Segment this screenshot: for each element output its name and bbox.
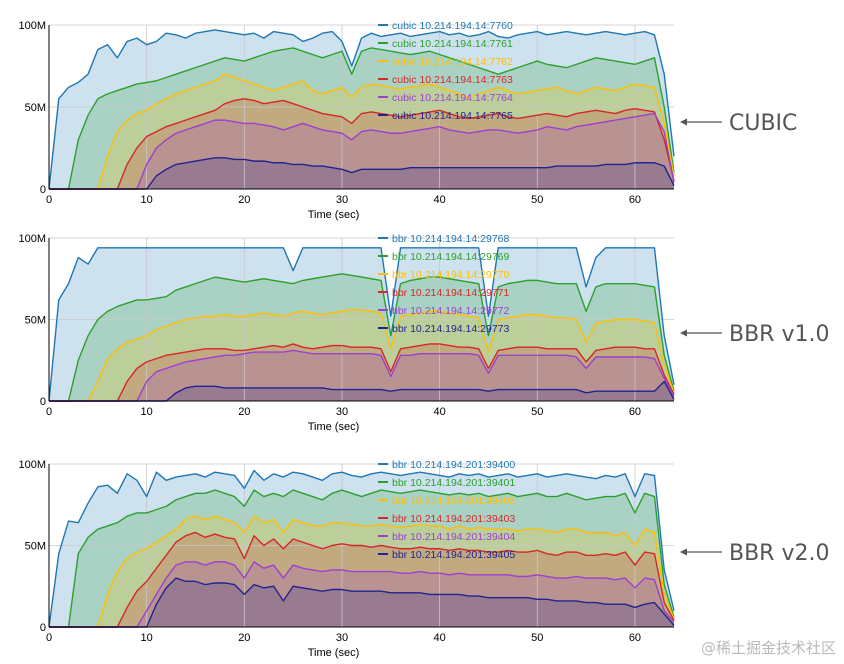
legend-entry-6: bbr 10.214.194.14:29773 <box>392 323 510 335</box>
series-line-4 <box>49 343 675 402</box>
x-tick-label: 60 <box>629 194 641 206</box>
legend-entry-2: bbr 10.214.194.14:29769 <box>392 251 510 263</box>
x-axis-label: Time (sec) <box>308 209 360 221</box>
x-tick-label: 0 <box>46 194 52 206</box>
x-tick-label: 50 <box>531 406 543 418</box>
x-tick-label: 60 <box>629 632 641 644</box>
series-line-2 <box>49 489 675 628</box>
series-line-4 <box>49 531 675 628</box>
annotation-arrowhead <box>680 329 687 337</box>
series-area-6 <box>49 157 674 189</box>
series-line-3 <box>49 515 675 628</box>
legend-entry-2: cubic 10.214.194.14:7761 <box>392 38 513 50</box>
series-area-1 <box>49 29 674 190</box>
x-tick-label: 10 <box>141 194 153 206</box>
series-line-1 <box>48 29 675 190</box>
series-area-1 <box>49 470 674 627</box>
legend-entry-2: bbr 10.214.194.201:39401 <box>392 477 515 489</box>
legend-entry-3: bbr 10.214.194.14:29770 <box>392 269 510 281</box>
y-tick-label: 0 <box>40 396 46 408</box>
x-tick-label: 30 <box>336 194 348 206</box>
x-tick-label: 40 <box>434 632 446 644</box>
annotation-label: BBR v1.0 <box>729 322 829 347</box>
series-area-3 <box>49 309 674 401</box>
y-tick-label: 0 <box>40 622 46 634</box>
annotation-label: CUBIC <box>729 111 797 136</box>
legend-entry-5: bbr 10.214.194.14:29772 <box>392 305 510 317</box>
x-tick-label: 10 <box>141 406 153 418</box>
legend-entry-1: bbr 10.214.194.14:29768 <box>392 233 510 245</box>
series-line-3 <box>49 309 675 402</box>
series-area-4 <box>49 532 674 627</box>
series-area-2 <box>49 490 674 627</box>
series-line-4 <box>49 98 675 190</box>
x-tick-label: 60 <box>629 406 641 418</box>
watermark-text: @稀土掘金技术社区 <box>700 639 836 657</box>
series-line-6 <box>49 157 675 190</box>
chart-panel-2: 0 10 20 30 40 50 60 0 50M 100M Time (sec) bbr 10.21… <box>18 233 829 433</box>
x-tick-label: 50 <box>531 194 543 206</box>
x-tick-label: 0 <box>46 406 52 418</box>
y-tick-label: 0 <box>40 184 46 196</box>
legend-entry-3: bbr 10.214.194.201:39402 <box>392 495 515 507</box>
annotation-arrowhead <box>680 118 687 126</box>
series-area-5 <box>49 561 674 627</box>
legend-entry-6: bbr 10.214.194.201:39405 <box>392 549 515 561</box>
legend-entry-5: bbr 10.214.194.201:39404 <box>392 531 515 543</box>
x-axis-label: Time (sec) <box>308 421 360 433</box>
series-line-1 <box>48 247 675 402</box>
legend-entry-5: cubic 10.214.194.14:7764 <box>392 92 513 104</box>
x-tick-label: 0 <box>46 632 52 644</box>
legend-entry-6: cubic 10.214.194.14:7765 <box>392 110 513 122</box>
annotation-label: BBR v2.0 <box>729 541 829 566</box>
legend-entry-4: bbr 10.214.194.201:39403 <box>392 513 515 525</box>
x-tick-label: 30 <box>336 632 348 644</box>
x-tick-label: 40 <box>434 406 446 418</box>
series-line-2 <box>49 47 675 190</box>
chart-panel-3: 0 10 20 30 40 50 60 0 50M 100M Time (sec) bbr 10.21… <box>18 459 829 659</box>
x-tick-label: 30 <box>336 406 348 418</box>
y-tick-label: 50M <box>25 102 46 114</box>
x-tick-label: 20 <box>238 406 250 418</box>
legend-entry-4: cubic 10.214.194.14:7763 <box>392 74 513 86</box>
chart-panel-1: 0 10 20 30 40 50 60 0 50M 100M Time (sec) cubic 10.… <box>18 20 797 221</box>
annotation-arrowhead <box>680 548 687 556</box>
x-tick-label: 20 <box>238 194 250 206</box>
x-tick-label: 50 <box>531 632 543 644</box>
legend-entry-3: cubic 10.214.194.14:7762 <box>392 56 513 68</box>
y-tick-label: 50M <box>25 315 46 327</box>
series-line-5 <box>49 561 675 628</box>
series-area-6 <box>49 578 674 627</box>
series-area-1 <box>49 247 674 401</box>
y-tick-label: 100M <box>18 459 46 471</box>
legend-entry-4: bbr 10.214.194.14:29771 <box>392 287 510 299</box>
x-axis-label: Time (sec) <box>308 647 360 659</box>
legend-entry-1: cubic 10.214.194.14:7760 <box>392 20 513 32</box>
y-tick-label: 100M <box>18 233 46 245</box>
legend-entry-1: bbr 10.214.194.201:39400 <box>392 459 515 471</box>
x-tick-label: 10 <box>141 632 153 644</box>
series-area-5 <box>49 113 674 189</box>
series-line-6 <box>49 577 675 628</box>
series-area-5 <box>49 350 674 401</box>
series-area-2 <box>49 273 674 401</box>
series-line-5 <box>49 349 675 402</box>
x-tick-label: 40 <box>434 194 446 206</box>
series-line-3 <box>49 73 675 190</box>
series-line-5 <box>49 112 675 190</box>
series-area-4 <box>49 98 674 189</box>
y-tick-label: 100M <box>18 20 46 32</box>
y-tick-label: 50M <box>25 541 46 553</box>
series-line-1 <box>48 469 675 628</box>
series-area-2 <box>49 47 674 190</box>
x-tick-label: 20 <box>238 632 250 644</box>
series-line-2 <box>49 273 675 402</box>
